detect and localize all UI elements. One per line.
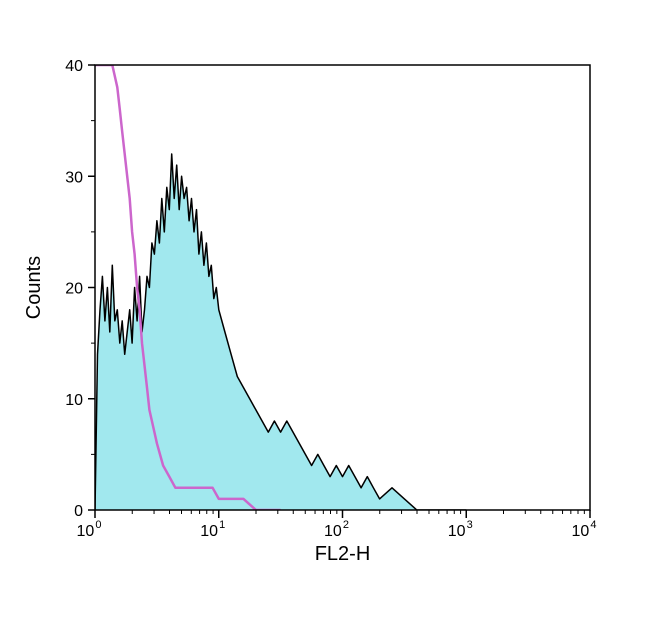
y-tick-label: 30	[65, 169, 83, 186]
y-tick-label: 20	[65, 281, 83, 298]
flow-cytometry-histogram: 010203040100101102103104FL2-HCounts	[0, 0, 650, 629]
x-axis-label: FL2-H	[315, 543, 371, 565]
y-tick-label: 40	[65, 58, 83, 75]
y-tick-label: 0	[74, 503, 83, 520]
chart-svg: 010203040100101102103104FL2-HCounts	[0, 0, 650, 629]
y-tick-label: 10	[65, 392, 83, 409]
y-axis-label: Counts	[23, 256, 45, 319]
